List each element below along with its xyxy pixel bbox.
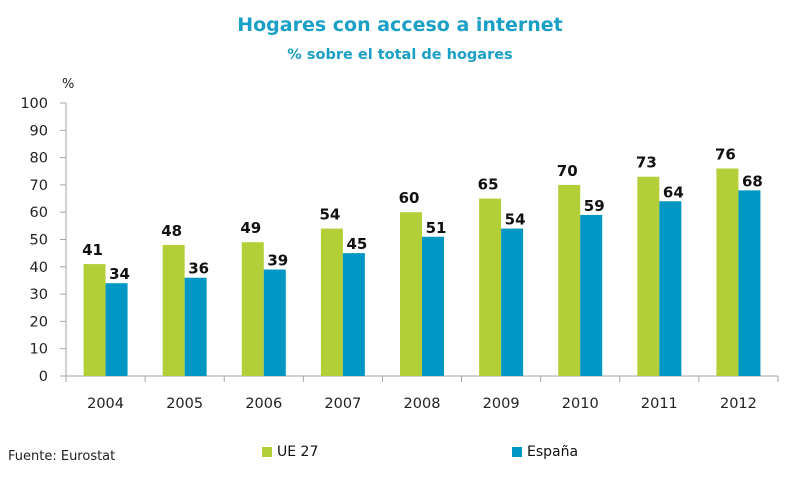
y-tick-label: 50 <box>30 233 48 249</box>
x-tick-label: 2004 <box>87 396 124 412</box>
bar-ue27 <box>716 168 739 376</box>
bar-espana <box>184 277 207 376</box>
bar-espana <box>659 201 682 376</box>
legend-item-espana: España <box>512 444 578 460</box>
x-tick-label: 2006 <box>245 396 282 412</box>
bar-espana <box>263 269 286 376</box>
y-tick-label: 70 <box>30 178 48 194</box>
data-label: 68 <box>742 172 763 190</box>
bar-ue27 <box>83 264 106 376</box>
y-tick-label: 40 <box>30 260 48 276</box>
data-label: 59 <box>584 197 605 215</box>
legend-label-ue27: UE 27 <box>277 444 319 460</box>
y-tick-label: 100 <box>20 96 48 112</box>
data-label: 41 <box>82 241 103 259</box>
data-label: 65 <box>478 176 499 194</box>
bar-espana <box>422 236 444 376</box>
y-axis-label: % <box>62 77 74 92</box>
data-label: 60 <box>399 189 420 207</box>
x-tick-label: 2008 <box>404 396 441 412</box>
bar-ue27 <box>400 212 422 376</box>
bar-ue27 <box>162 244 185 376</box>
legend-label-espana: España <box>527 444 579 460</box>
data-label: 73 <box>636 154 657 172</box>
data-label: 54 <box>319 206 340 224</box>
data-label: 39 <box>267 252 288 270</box>
data-label: 48 <box>161 222 182 240</box>
bar-espana <box>580 214 603 376</box>
y-tick-label: 30 <box>30 287 48 303</box>
data-label: 51 <box>426 219 447 237</box>
x-tick-label: 2007 <box>324 396 361 412</box>
legend-swatch-ue27 <box>262 447 272 457</box>
y-tick-label: 60 <box>30 205 48 221</box>
y-tick-label: 0 <box>39 369 48 385</box>
bar-espana <box>501 228 524 376</box>
bar-ue27 <box>479 198 502 376</box>
x-tick-label: 2005 <box>166 396 203 412</box>
data-label: 54 <box>505 211 526 229</box>
bar-ue27 <box>558 184 581 376</box>
bar-ue27 <box>637 176 660 376</box>
source-note: Fuente: Eurostat <box>8 449 116 464</box>
x-tick-label: 2011 <box>641 396 678 412</box>
data-label: 49 <box>240 219 261 237</box>
bar-ue27 <box>320 228 343 376</box>
bar-ue27 <box>241 242 264 376</box>
data-label: 34 <box>109 265 130 283</box>
y-tick-label: 90 <box>30 123 48 139</box>
y-tick-label: 10 <box>30 342 48 358</box>
data-label: 76 <box>715 146 736 164</box>
bar-espana <box>342 253 365 376</box>
legend-item-ue27: UE 27 <box>262 444 318 460</box>
bar-espana <box>738 190 761 376</box>
chart-title: Hogares con acceso a internet <box>237 14 563 36</box>
x-tick-label: 2012 <box>720 396 757 412</box>
data-label: 45 <box>346 235 367 253</box>
legend-swatch-espana <box>512 447 522 457</box>
data-label: 36 <box>188 260 209 278</box>
data-label: 64 <box>663 183 684 201</box>
bar-espana <box>105 283 128 376</box>
x-tick-label: 2010 <box>562 396 599 412</box>
y-tick-label: 20 <box>30 314 48 330</box>
x-tick-label: 2009 <box>483 396 520 412</box>
y-tick-label: 80 <box>30 151 48 167</box>
chart-subtitle: % sobre el total de hogares <box>287 47 513 63</box>
data-label: 70 <box>557 162 578 180</box>
